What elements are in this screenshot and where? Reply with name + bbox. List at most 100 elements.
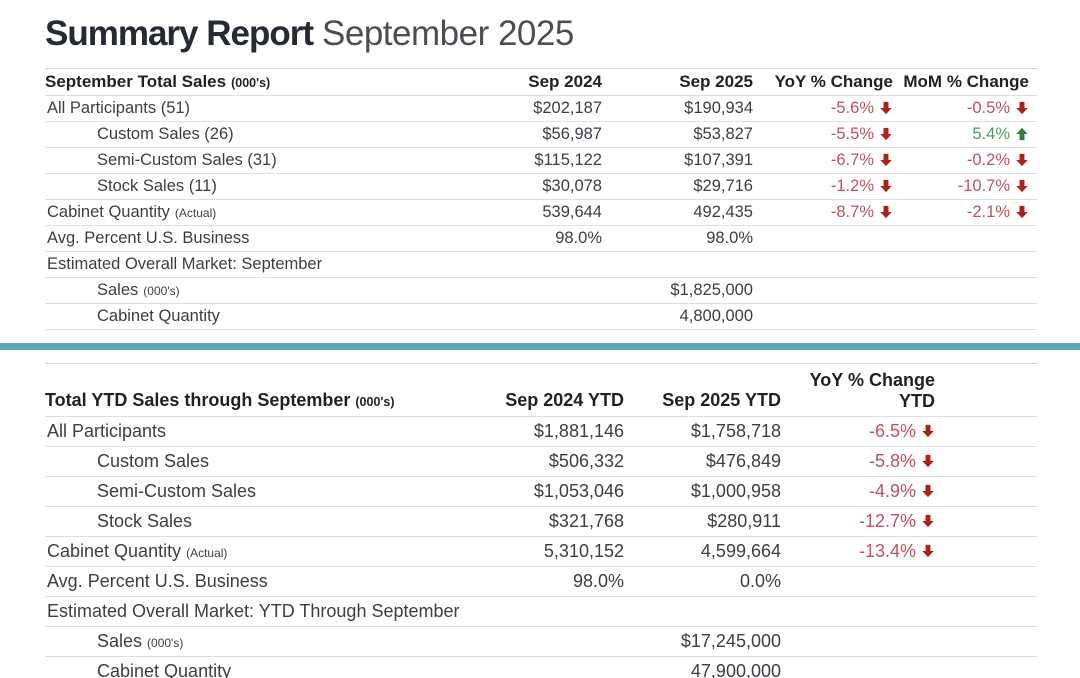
page-title: Summary Report September 2025: [45, 12, 1037, 56]
table-row: Sales (000's) $17,245,000: [45, 627, 1037, 657]
cell-value: $190,934: [684, 98, 753, 117]
cell-value: 98.0%: [572, 570, 624, 591]
row-label: Cabinet Quantity: [97, 306, 220, 325]
change-value: -4.9%: [868, 480, 916, 501]
cell-value: $280,911: [707, 510, 781, 531]
row-label: Estimated Overall Market: YTD Through Se…: [47, 600, 460, 621]
change-value: -1.2%: [830, 176, 874, 195]
cell-value: $202,187: [533, 98, 602, 117]
table-row: All Participants (51) $202,187 $190,934 -5.…: [45, 96, 1037, 122]
cell-value: 4,599,664: [700, 540, 781, 561]
cell-change: -6.5%: [781, 421, 935, 442]
down-arrow-icon: [879, 101, 893, 115]
change-value: 5.4%: [972, 124, 1010, 143]
table-row: Custom Sales $506,332 $476,849 -5.8%: [45, 447, 1037, 477]
cell-value: $1,053,046: [533, 480, 624, 501]
cell-value: $476,849: [705, 450, 781, 471]
table-row: Avg. Percent U.S. Business 98.0% 98.0%: [45, 226, 1037, 252]
change-value: -5.5%: [830, 124, 874, 143]
table-row: Estimated Overall Market: September: [45, 252, 1037, 278]
change-value: -5.8%: [868, 450, 916, 471]
change-value: -6.7%: [830, 150, 874, 169]
table-row: Custom Sales (26) $56,987 $53,827 -5.5% 5.4%: [45, 122, 1037, 148]
cell-value: $115,122: [534, 150, 602, 169]
down-arrow-icon: [1015, 205, 1029, 219]
change-value: -5.6%: [830, 98, 874, 117]
report-header-section: Summary Report September 2025 September …: [0, 12, 1080, 330]
row-label: Custom Sales: [97, 450, 210, 471]
table-row: Semi-Custom Sales $1,053,046 $1,000,958 -4.…: [45, 477, 1037, 507]
table-row: Stock Sales $321,768 $280,911 -12.7%: [45, 507, 1037, 537]
down-arrow-icon: [921, 424, 935, 438]
cell-value: 47,900,000: [690, 660, 781, 678]
cell-value: 539,644: [542, 202, 602, 221]
change-value: -12.7%: [858, 510, 916, 531]
change-value: -0.5%: [966, 98, 1010, 117]
cell-change: -5.6%: [753, 99, 893, 118]
row-label: Semi-Custom Sales (31): [97, 150, 277, 169]
cell-value: 98.0%: [706, 228, 753, 247]
table-row: Estimated Overall Market: YTD Through Se…: [45, 597, 1037, 627]
cell-change: -6.7%: [753, 151, 893, 170]
table-row: Semi-Custom Sales (31) $115,122 $107,391 -6…: [45, 148, 1037, 174]
row-label: Avg. Percent U.S. Business: [47, 570, 268, 591]
cell-value: $29,716: [693, 176, 753, 195]
down-arrow-icon: [921, 544, 935, 558]
cell-value: $321,768: [548, 510, 624, 531]
cell-change: -13.4%: [781, 541, 935, 562]
table-row: All Participants $1,881,146 $1,758,718 -6.5…: [45, 417, 1037, 447]
down-arrow-icon: [1015, 101, 1029, 115]
row-label: Estimated Overall Market: September: [47, 254, 323, 273]
down-arrow-icon: [879, 179, 893, 193]
cell-change: -1.2%: [753, 177, 893, 196]
table-row: Stock Sales (11) $30,078 $29,716 -1.2% -10.7…: [45, 174, 1037, 200]
report-title: Summary Report: [45, 14, 314, 53]
cell-value: $56,987: [542, 124, 602, 143]
cell-change: -5.5%: [753, 125, 893, 144]
row-label: Custom Sales (26): [97, 124, 234, 143]
table-title: September Total Sales (000's): [45, 72, 452, 92]
column-header-yoy-change-ytd: YoY % Change YTD: [809, 370, 935, 411]
cell-value: $1,825,000: [670, 280, 753, 299]
cell-value: 492,435: [693, 202, 753, 221]
change-value: -2.1%: [966, 202, 1010, 221]
row-label: Cabinet Quantity (Actual): [47, 202, 217, 221]
cell-value: $53,827: [693, 124, 753, 143]
cell-value: $506,332: [548, 450, 624, 471]
up-arrow-icon: [1015, 127, 1029, 141]
table-row: Cabinet Quantity 47,900,000: [45, 657, 1037, 678]
cell-value: $1,758,718: [690, 420, 781, 441]
table-title-suffix: (000's): [355, 394, 395, 409]
down-arrow-icon: [1015, 179, 1029, 193]
cell-change: -5.8%: [781, 451, 935, 472]
row-label: All Participants (51): [47, 98, 191, 117]
table-row: Cabinet Quantity (Actual) 5,310,152 4,599,6…: [45, 537, 1037, 567]
cell-change: -0.2%: [893, 151, 1037, 170]
column-header-sep-2024: Sep 2024: [528, 71, 602, 91]
cell-value: 98.0%: [555, 228, 602, 247]
down-arrow-icon: [921, 484, 935, 498]
cell-value: $30,078: [542, 176, 602, 195]
row-label: Semi-Custom Sales: [97, 480, 257, 501]
row-label: All Participants: [47, 420, 167, 441]
cell-value: $1,000,958: [690, 480, 781, 501]
down-arrow-icon: [879, 205, 893, 219]
change-value: -8.7%: [830, 202, 874, 221]
table-title-text: Total YTD Sales through September: [45, 389, 351, 410]
row-label: Cabinet Quantity (Actual): [47, 540, 228, 561]
cell-change: -8.7%: [753, 203, 893, 222]
change-value: -0.2%: [966, 150, 1010, 169]
cell-change: 5.4%: [893, 125, 1037, 144]
down-arrow-icon: [921, 514, 935, 528]
column-header-sep-2025: Sep 2025: [679, 71, 753, 91]
september-total-sales-table: September Total Sales (000's) Sep 2024 Se…: [45, 67, 1037, 330]
cell-change: -10.7%: [893, 177, 1037, 196]
ytd-sales-table: Total YTD Sales through September (000's)…: [45, 362, 1037, 678]
change-value: -10.7%: [957, 176, 1010, 195]
down-arrow-icon: [921, 454, 935, 468]
teal-divider: [0, 342, 1080, 350]
row-label: Cabinet Quantity: [97, 660, 232, 678]
cell-value: $17,245,000: [680, 630, 781, 651]
down-arrow-icon: [879, 153, 893, 167]
cell-value: 5,310,152: [543, 540, 624, 561]
